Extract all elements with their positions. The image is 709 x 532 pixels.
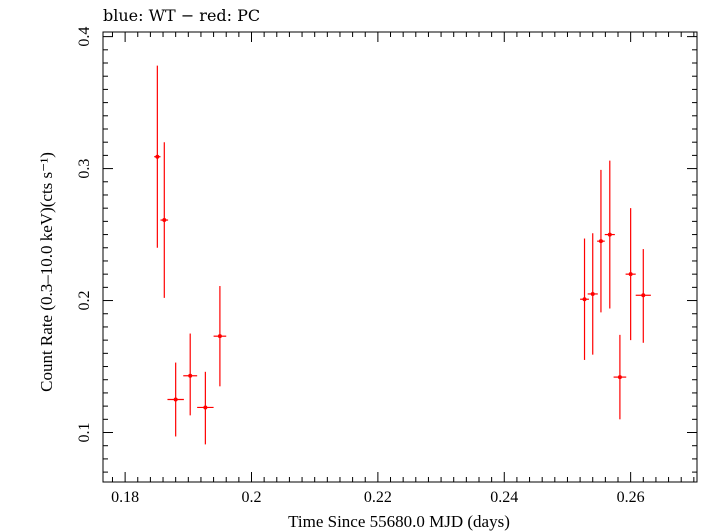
point-marker (641, 293, 646, 298)
data-points (154, 65, 651, 445)
y-tick-label: 0.1 (76, 423, 93, 443)
data-point (635, 249, 651, 343)
data-point (587, 233, 598, 355)
x-tick-label: 0.22 (364, 489, 392, 506)
point-marker (217, 334, 222, 339)
data-point (183, 333, 198, 416)
data-point (154, 65, 161, 248)
data-point (613, 334, 627, 420)
point-marker (188, 373, 193, 378)
point-marker (155, 154, 160, 159)
y-tick-label: 0.3 (76, 159, 93, 179)
x-tick-label: 0.26 (617, 489, 645, 506)
point-marker (607, 232, 612, 237)
point-marker (203, 405, 208, 410)
data-point (197, 371, 214, 445)
point-marker (173, 397, 178, 402)
data-point (580, 238, 589, 360)
point-marker (590, 291, 595, 296)
x-tick-label: 0.2 (242, 489, 262, 506)
y-tick-label: 0.2 (76, 291, 93, 311)
plot-frame (102, 31, 698, 483)
data-point (160, 142, 169, 298)
point-marker (628, 272, 633, 277)
chart-title: blue: WT − red: PC (103, 6, 261, 25)
point-marker (617, 375, 622, 380)
point-marker (162, 218, 167, 223)
y-tick-label: 0.4 (76, 27, 93, 47)
data-point (213, 286, 227, 387)
point-marker (598, 239, 603, 244)
axes: 0.18 0.2 0.22 0.24 0.26 0.1 0.2 0.3 0.4 (76, 27, 698, 506)
data-point (597, 169, 605, 313)
data-point (604, 160, 615, 309)
y-axis-label: Count Rate (0.3–10.0 keV)(cts s⁻¹) (37, 152, 56, 392)
data-point (625, 208, 636, 341)
x-tick-label: 0.18 (111, 489, 139, 506)
x-axis-label: Time Since 55680.0 MJD (days) (288, 512, 510, 531)
x-tick-label: 0.24 (490, 489, 518, 506)
point-marker (582, 297, 587, 302)
data-point (167, 362, 184, 437)
